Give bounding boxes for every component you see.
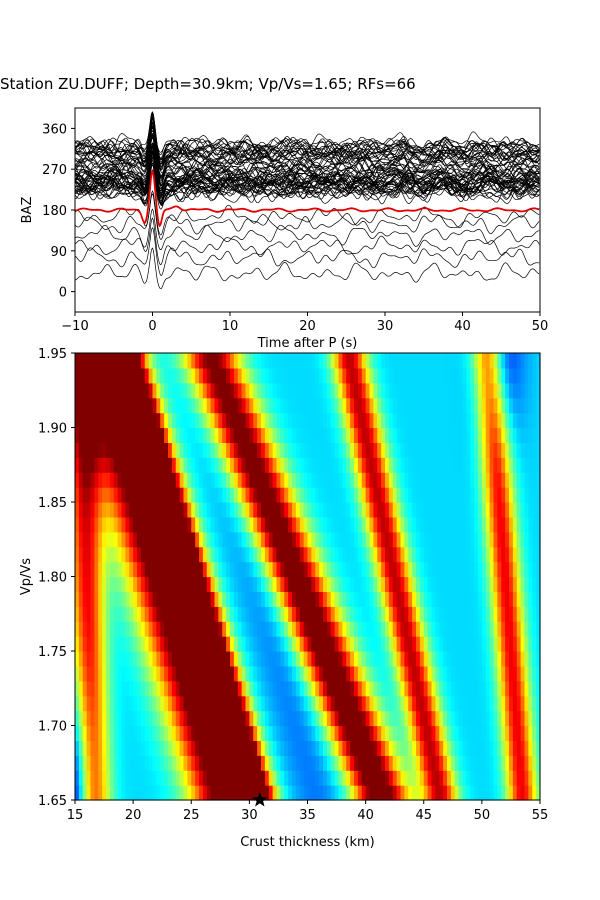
y-tick-label: 360: [42, 122, 67, 137]
y-axis-label: BAZ: [20, 197, 35, 224]
rf-trace: [75, 147, 540, 200]
x-axis-label: Crust thickness (km): [240, 835, 375, 850]
rf-trace: [75, 193, 540, 240]
x-tick-label: 30: [377, 319, 394, 334]
rf-traces: [75, 111, 540, 290]
rf-trace: [75, 226, 540, 276]
rf-trace: [75, 159, 540, 210]
rf-trace: [75, 114, 540, 170]
rf-trace: [75, 129, 540, 179]
x-tick-label: 40: [357, 808, 374, 823]
x-tick-label: 25: [183, 808, 200, 823]
y-tick-label: 1.65: [38, 794, 67, 809]
rf-trace: [75, 125, 540, 178]
y-tick-label: 180: [42, 204, 67, 219]
y-tick-label: 0: [59, 286, 67, 301]
rf-trace: [75, 133, 540, 178]
y-tick-label: 1.70: [38, 720, 67, 735]
x-tick-label: 15: [67, 808, 84, 823]
rf-trace: [75, 164, 540, 205]
rf-trace: [75, 111, 540, 165]
stacked-trace: [75, 168, 540, 228]
x-axis-label: Time after P (s): [257, 336, 358, 351]
rf-trace: [75, 145, 540, 198]
rf-trace: [75, 217, 540, 265]
heatmap-cells: [75, 353, 541, 801]
rf-trace: [75, 134, 540, 189]
rf-trace: [75, 152, 540, 205]
rf-trace: [75, 118, 540, 165]
x-tick-label: 20: [299, 319, 316, 334]
x-tick-label: 45: [415, 808, 432, 823]
y-tick-label: 1.75: [38, 645, 67, 660]
x-tick-label: 10: [222, 319, 239, 334]
y-tick-label: 1.80: [38, 571, 67, 586]
y-tick-label: 1.95: [38, 347, 67, 362]
rf-trace: [75, 247, 540, 290]
x-tick-label: −10: [61, 319, 88, 334]
best-fit-star: [252, 792, 268, 807]
y-axis-label: Vp/Vs: [19, 558, 34, 595]
y-tick-label: 1.85: [38, 496, 67, 511]
rf-trace: [75, 123, 540, 179]
rf-trace: [75, 132, 540, 184]
rf-trace: [75, 208, 540, 250]
x-tick-label: 35: [299, 808, 316, 823]
x-tick-label: 50: [474, 808, 491, 823]
y-tick-label: 90: [50, 245, 67, 260]
rf-trace: [75, 162, 540, 206]
x-tick-label: 30: [241, 808, 258, 823]
x-tick-label: 40: [454, 319, 471, 334]
x-tick-label: 0: [148, 319, 156, 334]
rf-trace: [75, 120, 540, 170]
x-tick-label: 20: [125, 808, 142, 823]
x-tick-label: 50: [532, 319, 549, 334]
y-tick-label: 270: [42, 163, 67, 178]
y-tick-label: 1.90: [38, 422, 67, 437]
x-tick-label: 55: [532, 808, 549, 823]
rf-trace: [75, 190, 540, 236]
chart-title: Station ZU.DUFF; Depth=30.9km; Vp/Vs=1.6…: [0, 75, 416, 93]
